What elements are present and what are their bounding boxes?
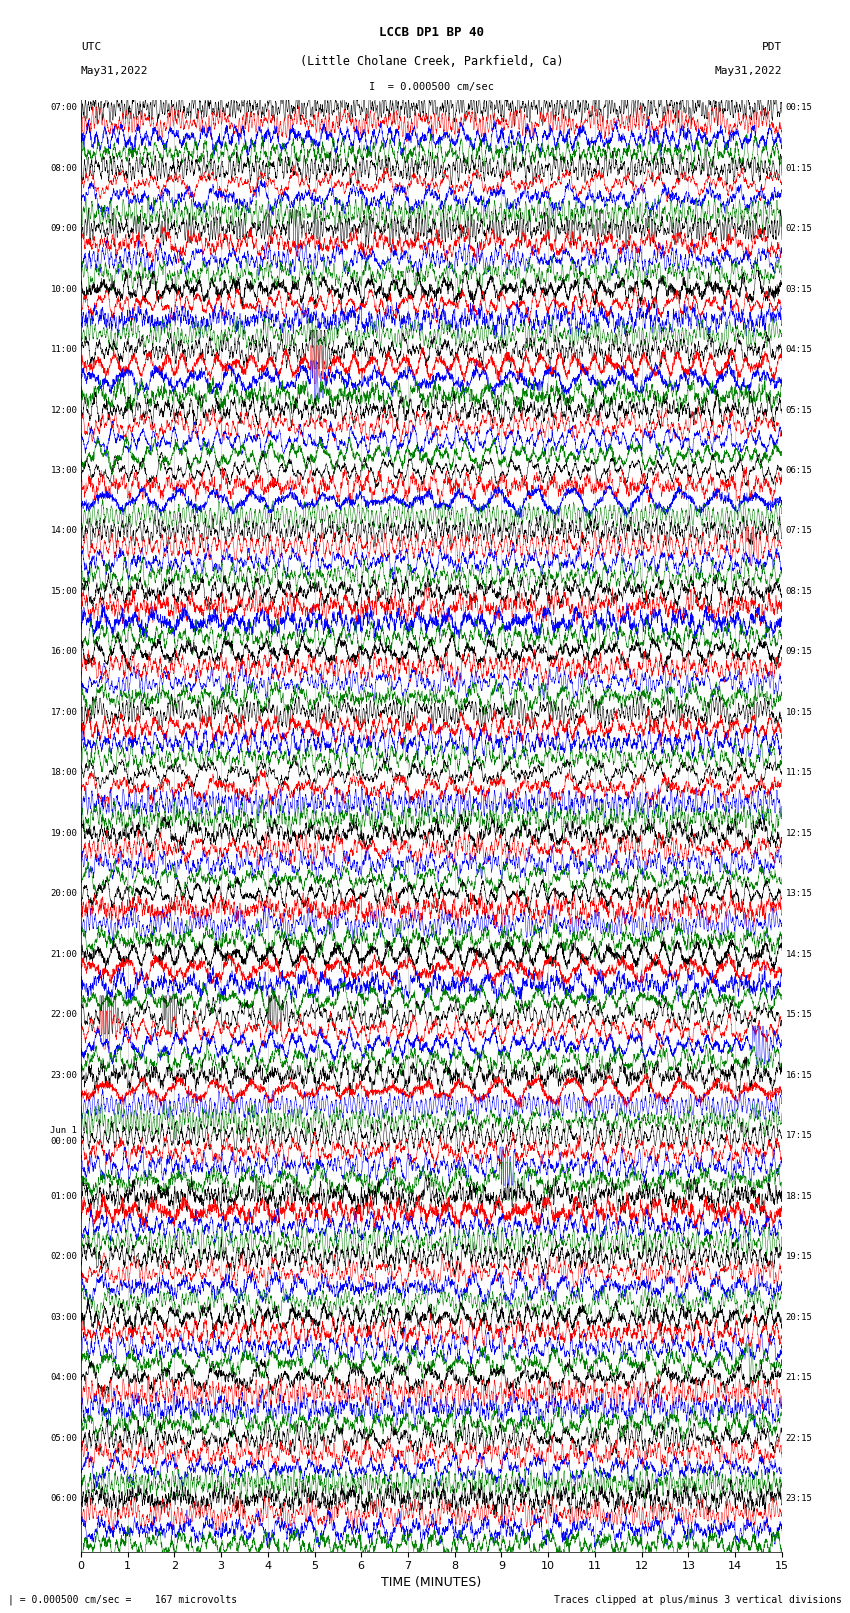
Text: 21:00: 21:00 — [50, 950, 77, 958]
Text: 04:00: 04:00 — [50, 1373, 77, 1382]
Text: 23:15: 23:15 — [785, 1494, 813, 1503]
Text: 08:15: 08:15 — [785, 587, 813, 595]
Text: 20:00: 20:00 — [50, 889, 77, 898]
Text: 03:15: 03:15 — [785, 284, 813, 294]
Text: UTC: UTC — [81, 42, 101, 52]
Text: 01:15: 01:15 — [785, 163, 813, 173]
Text: 14:00: 14:00 — [50, 526, 77, 536]
Text: | = 0.000500 cm/sec =    167 microvolts: | = 0.000500 cm/sec = 167 microvolts — [8, 1594, 238, 1605]
Text: 05:00: 05:00 — [50, 1434, 77, 1442]
Text: 16:00: 16:00 — [50, 647, 77, 656]
Text: 02:00: 02:00 — [50, 1252, 77, 1261]
Text: 09:15: 09:15 — [785, 647, 813, 656]
Text: LCCB DP1 BP 40: LCCB DP1 BP 40 — [379, 26, 484, 39]
Text: 04:15: 04:15 — [785, 345, 813, 353]
Text: 17:15: 17:15 — [785, 1131, 813, 1140]
Text: I  = 0.000500 cm/sec: I = 0.000500 cm/sec — [369, 82, 494, 92]
Text: 20:15: 20:15 — [785, 1313, 813, 1321]
Text: 06:00: 06:00 — [50, 1494, 77, 1503]
Text: 23:00: 23:00 — [50, 1071, 77, 1079]
Text: 02:15: 02:15 — [785, 224, 813, 232]
Text: May31,2022: May31,2022 — [715, 66, 782, 76]
Text: 21:15: 21:15 — [785, 1373, 813, 1382]
Text: 12:00: 12:00 — [50, 405, 77, 415]
Text: 08:00: 08:00 — [50, 163, 77, 173]
Text: 15:15: 15:15 — [785, 1010, 813, 1019]
Text: 22:00: 22:00 — [50, 1010, 77, 1019]
Text: 13:00: 13:00 — [50, 466, 77, 474]
Text: 11:00: 11:00 — [50, 345, 77, 353]
Text: 11:15: 11:15 — [785, 768, 813, 777]
Text: Jun 1
00:00: Jun 1 00:00 — [50, 1126, 77, 1145]
Text: 19:00: 19:00 — [50, 829, 77, 837]
Text: 13:15: 13:15 — [785, 889, 813, 898]
Text: 00:15: 00:15 — [785, 103, 813, 111]
Text: 17:00: 17:00 — [50, 708, 77, 716]
Text: 06:15: 06:15 — [785, 466, 813, 474]
Text: 07:00: 07:00 — [50, 103, 77, 111]
X-axis label: TIME (MINUTES): TIME (MINUTES) — [382, 1576, 481, 1589]
Text: 22:15: 22:15 — [785, 1434, 813, 1442]
Text: 10:15: 10:15 — [785, 708, 813, 716]
Text: 03:00: 03:00 — [50, 1313, 77, 1321]
Text: 16:15: 16:15 — [785, 1071, 813, 1079]
Text: 10:00: 10:00 — [50, 284, 77, 294]
Text: PDT: PDT — [762, 42, 782, 52]
Text: 07:15: 07:15 — [785, 526, 813, 536]
Text: 09:00: 09:00 — [50, 224, 77, 232]
Text: (Little Cholane Creek, Parkfield, Ca): (Little Cholane Creek, Parkfield, Ca) — [299, 55, 564, 68]
Text: 05:15: 05:15 — [785, 405, 813, 415]
Text: Traces clipped at plus/minus 3 vertical divisions: Traces clipped at plus/minus 3 vertical … — [553, 1595, 842, 1605]
Text: 18:00: 18:00 — [50, 768, 77, 777]
Text: 19:15: 19:15 — [785, 1252, 813, 1261]
Text: 15:00: 15:00 — [50, 587, 77, 595]
Text: 01:00: 01:00 — [50, 1192, 77, 1200]
Text: 14:15: 14:15 — [785, 950, 813, 958]
Text: 18:15: 18:15 — [785, 1192, 813, 1200]
Text: 12:15: 12:15 — [785, 829, 813, 837]
Text: May31,2022: May31,2022 — [81, 66, 148, 76]
